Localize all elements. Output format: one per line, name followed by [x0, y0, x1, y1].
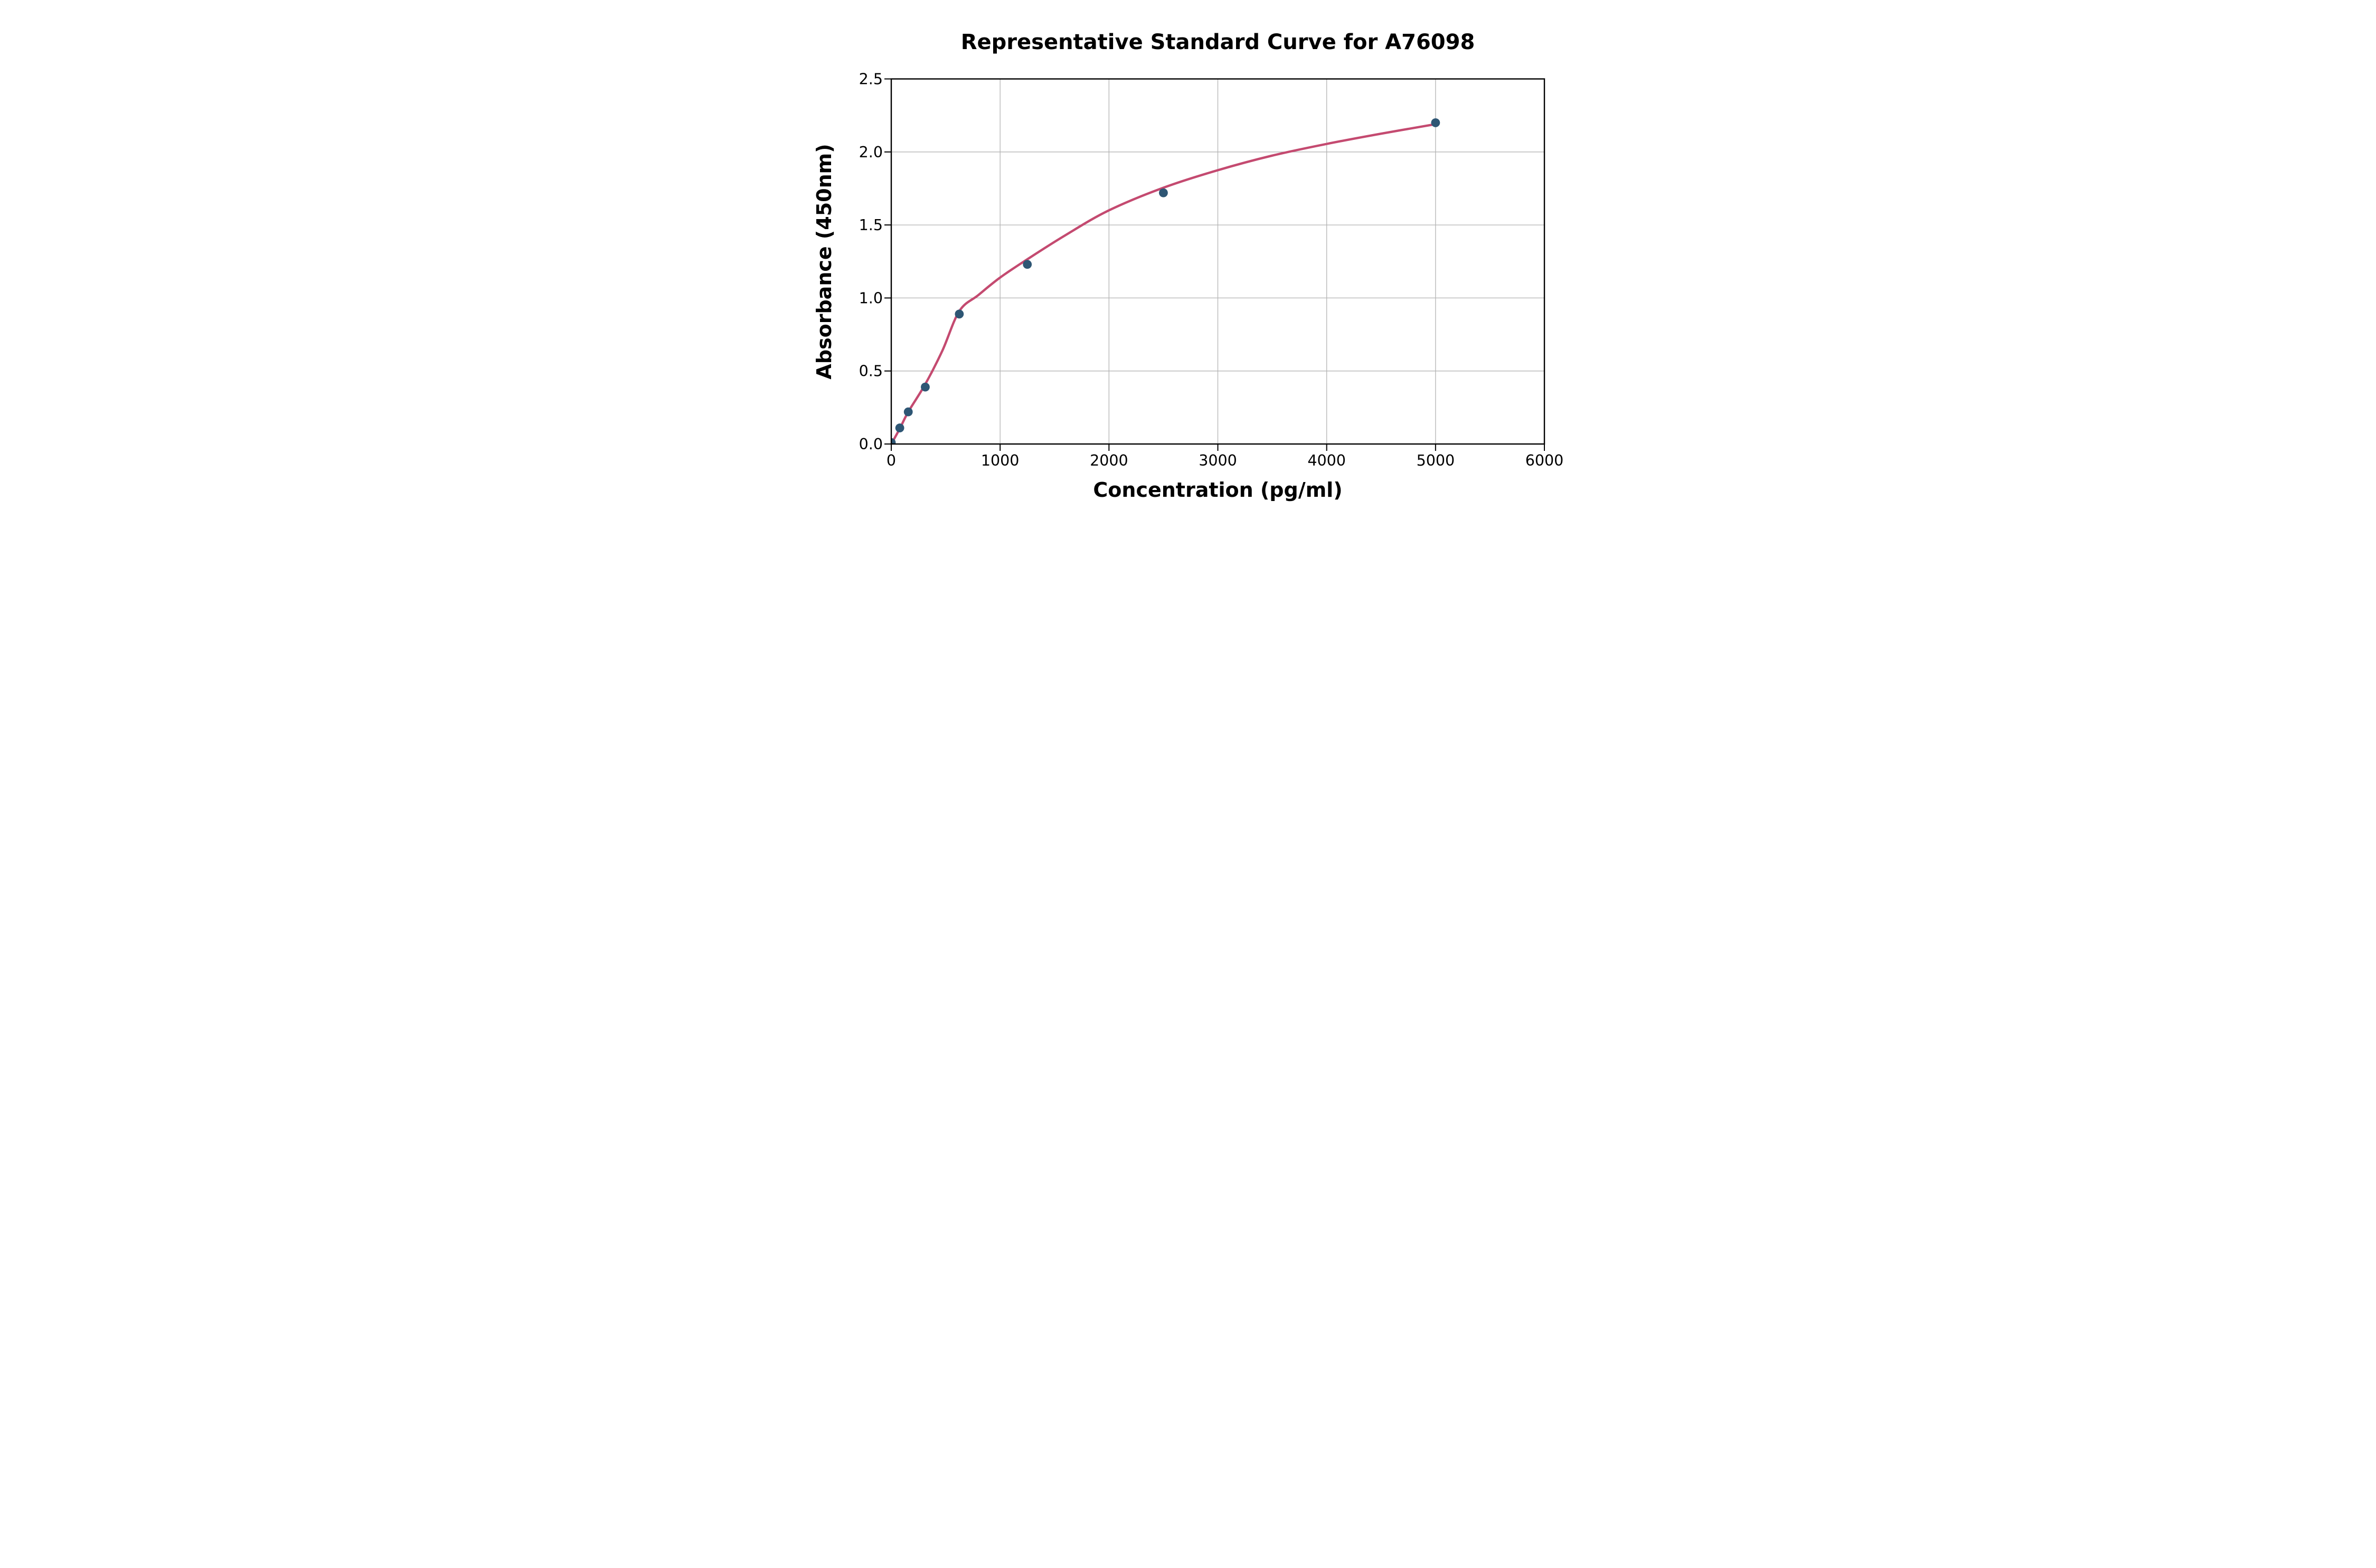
- data-point: [1023, 260, 1032, 269]
- x-tick-label: 3000: [1199, 452, 1237, 469]
- x-tick-labels: 0 1000 2000 3000 4000 5000 6000: [887, 452, 1563, 469]
- x-tick-label: 2000: [1090, 452, 1128, 469]
- x-tick-label: 1000: [981, 452, 1020, 469]
- chart-title: Representative Standard Curve for A76098: [961, 30, 1475, 54]
- x-axis-label: Concentration (pg/ml): [1093, 478, 1342, 502]
- x-tick-label: 0: [887, 452, 896, 469]
- fit-curve-layer: [891, 123, 1437, 444]
- axis-ticks: [884, 78, 1545, 451]
- data-point: [955, 309, 964, 319]
- gridlines: [891, 79, 1544, 444]
- y-tick-labels: 0.0 0.5 1.0 1.5 2.0 2.5: [859, 71, 883, 454]
- data-point: [891, 438, 896, 444]
- data-point: [903, 407, 913, 417]
- y-tick-label: 1.5: [859, 216, 883, 234]
- data-point: [895, 423, 904, 432]
- y-tick-label: 2.0: [859, 144, 883, 161]
- y-axis-label: Absorbance (450nm): [813, 144, 836, 379]
- standard-curve-figure: Representative Standard Curve for A76098…: [792, 0, 1584, 523]
- y-tick-label: 1.0: [859, 289, 883, 307]
- data-point-layer: [891, 118, 1440, 444]
- chart-canvas: Representative Standard Curve for A76098…: [813, 30, 1563, 502]
- y-tick-label: 0.5: [859, 363, 883, 380]
- plot-border: [890, 78, 1545, 445]
- data-point: [921, 382, 930, 392]
- y-tick-label: 0.0: [859, 436, 883, 453]
- data-point: [1159, 188, 1168, 197]
- data-point: [1431, 118, 1440, 127]
- x-tick-label: 6000: [1525, 452, 1564, 469]
- fit-curve: [891, 123, 1437, 444]
- x-tick-label: 5000: [1417, 452, 1455, 469]
- x-tick-label: 4000: [1307, 452, 1346, 469]
- y-tick-label: 2.5: [859, 71, 883, 88]
